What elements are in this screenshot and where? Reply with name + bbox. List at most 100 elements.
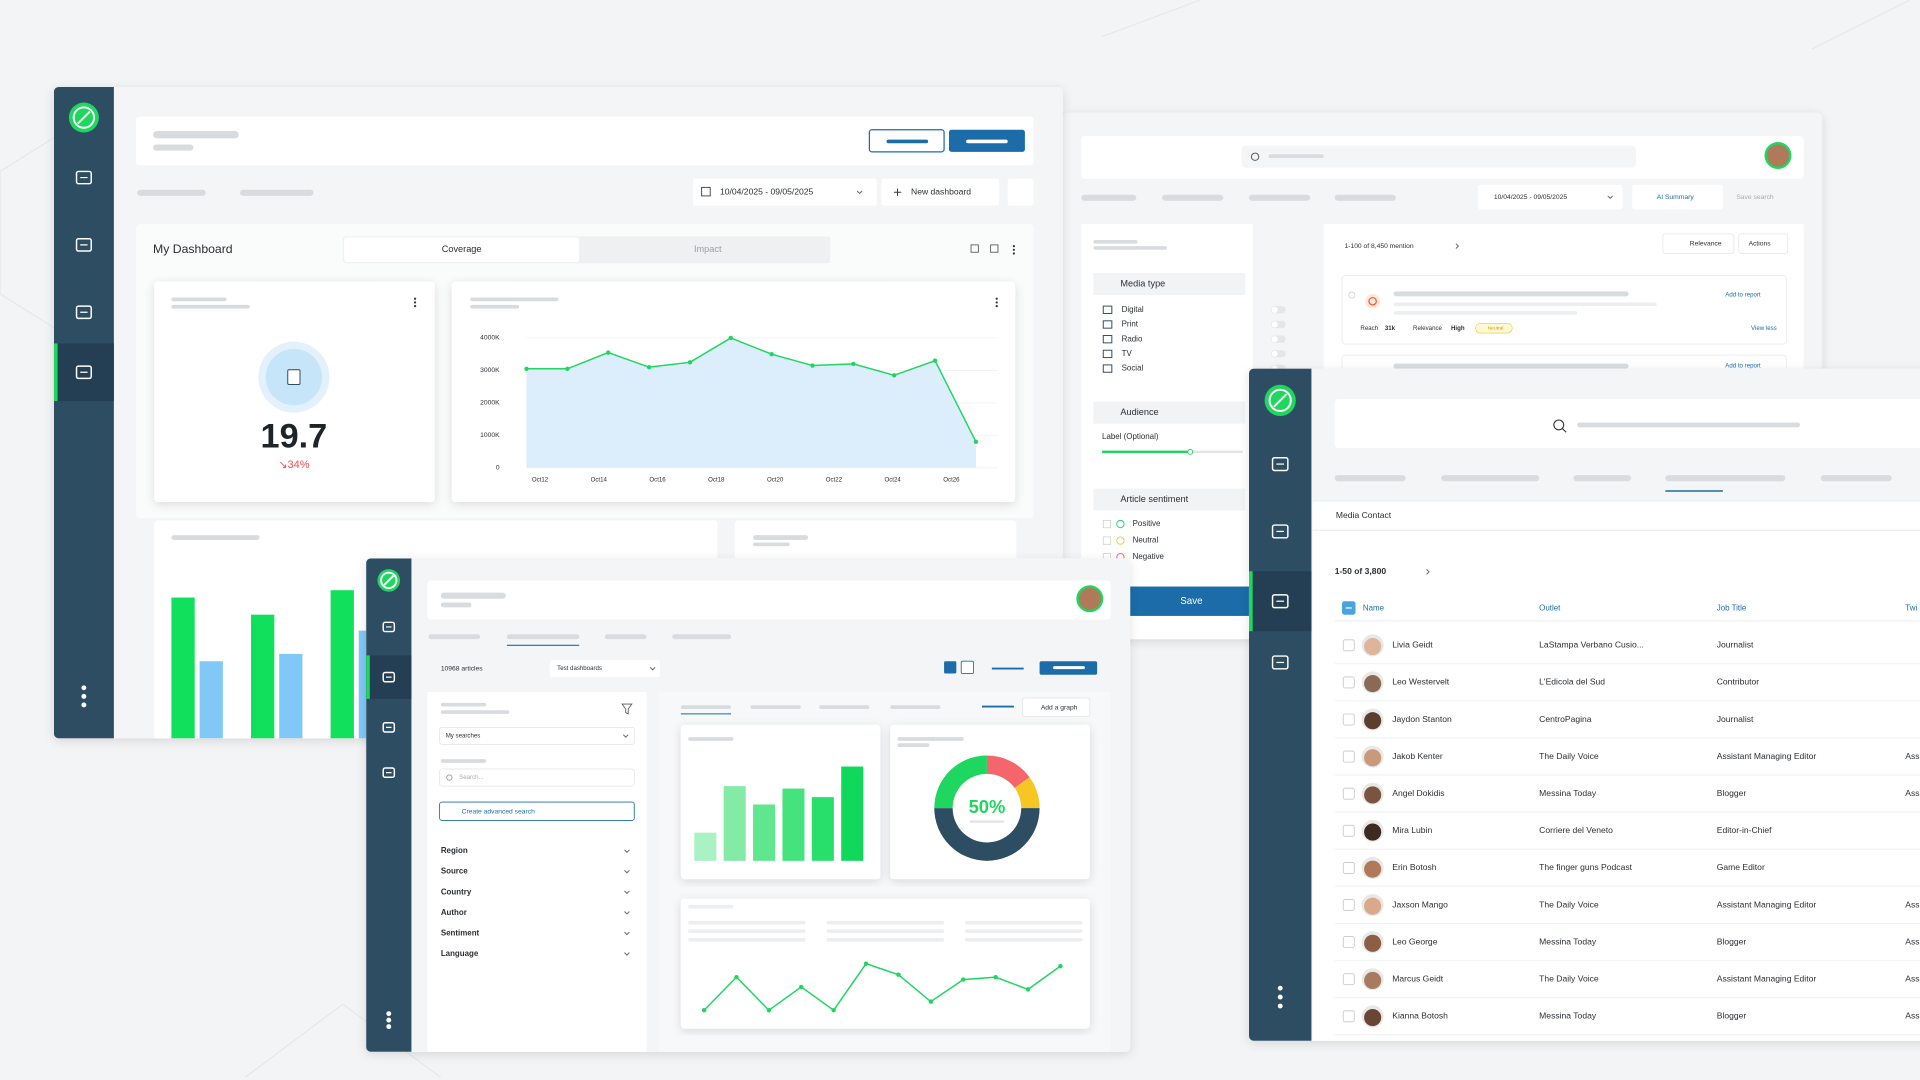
nav-icon[interactable]	[1271, 594, 1289, 609]
date-button[interactable]	[1477, 184, 1623, 210]
label[interactable]: Relevance	[1690, 240, 1722, 247]
label[interactable]: 10/04/2025 - 09/05/2025	[1494, 194, 1567, 201]
label[interactable]: Name	[1363, 604, 1385, 613]
label[interactable]: Source	[441, 867, 468, 876]
x-tick-label: Oct18	[708, 477, 725, 484]
checkbox[interactable]	[1342, 713, 1355, 726]
add-graph-button[interactable]	[1022, 697, 1091, 717]
menu-dot	[1277, 994, 1283, 1000]
label[interactable]: Coverage	[442, 244, 482, 254]
bar	[694, 832, 717, 861]
point	[687, 360, 693, 365]
label[interactable]: Add to report	[1725, 292, 1761, 299]
placeholder	[1053, 666, 1085, 670]
label[interactable]: Save	[1180, 596, 1202, 607]
nav-icon[interactable]	[75, 238, 92, 252]
nav-icon[interactable]	[75, 170, 92, 185]
label: Ass	[1905, 899, 1919, 909]
label[interactable]: Region	[441, 846, 468, 855]
nav-icon[interactable]	[1271, 655, 1289, 670]
date-button[interactable]	[693, 178, 877, 206]
checkbox[interactable]	[1342, 676, 1355, 689]
label: Relevance	[1413, 325, 1442, 332]
actions-button[interactable]	[1738, 233, 1789, 254]
placeholder	[969, 820, 1005, 823]
label[interactable]: Search...	[459, 774, 484, 781]
checkbox[interactable]	[1342, 824, 1355, 837]
placeholder	[1268, 154, 1324, 158]
menu-dot	[414, 305, 417, 308]
checkbox[interactable]	[1342, 861, 1355, 874]
avatar	[1364, 749, 1382, 767]
label: 31k	[1385, 325, 1396, 332]
label[interactable]: New dashboard	[911, 187, 971, 197]
label[interactable]: Test dashboards	[557, 665, 602, 672]
label[interactable]: View less	[1751, 325, 1777, 332]
label[interactable]: Twi	[1905, 604, 1917, 613]
label: Media type	[1120, 279, 1165, 289]
checkbox[interactable]	[1342, 787, 1355, 800]
placeholder	[1334, 475, 1406, 482]
header-card	[427, 580, 1111, 620]
checkbox[interactable]	[1342, 750, 1355, 763]
label[interactable]: Print	[1122, 320, 1139, 329]
checkbox[interactable]	[1342, 639, 1355, 652]
save-button[interactable]	[1126, 586, 1249, 616]
ai-button[interactable]	[1632, 184, 1723, 210]
label[interactable]: Job Title	[1717, 604, 1747, 613]
nav-icon[interactable]	[382, 671, 396, 683]
nav-icon[interactable]	[382, 767, 396, 779]
label[interactable]: Digital	[1122, 305, 1144, 314]
checkbox[interactable]	[1342, 899, 1355, 911]
label[interactable]: Country	[441, 887, 472, 896]
advanced-button[interactable]	[439, 801, 635, 821]
label[interactable]: Impact	[694, 244, 722, 254]
share-button[interactable]	[1007, 178, 1034, 206]
nav-icon[interactable]	[75, 305, 92, 320]
label[interactable]: Save search	[1736, 194, 1774, 201]
placeholder	[1393, 302, 1657, 307]
label[interactable]: Actions	[1749, 240, 1772, 247]
nav-icon[interactable]	[382, 721, 396, 733]
tab-active[interactable]	[344, 237, 580, 263]
checkbox[interactable]	[1102, 536, 1111, 545]
nav-icon[interactable]	[382, 621, 396, 633]
search-field[interactable]	[439, 768, 635, 787]
checkbox[interactable]	[1342, 936, 1355, 949]
nav-icon[interactable]	[1271, 524, 1289, 539]
new-dashboard-button[interactable]	[881, 178, 1000, 206]
avatar	[1364, 934, 1382, 952]
label[interactable]: 10/04/2025 - 09/05/2025	[720, 187, 814, 197]
search-field[interactable]	[1241, 145, 1636, 168]
label[interactable]: Social	[1122, 364, 1144, 373]
label[interactable]: Add a graph	[1041, 705, 1078, 712]
label[interactable]: Language	[441, 949, 479, 958]
label[interactable]: Add to report	[1725, 363, 1761, 370]
label: Audience	[1120, 407, 1158, 417]
menu-dot	[81, 693, 87, 699]
donut-slice	[1014, 777, 1040, 809]
relevance-button[interactable]	[1662, 233, 1735, 254]
checkbox[interactable]	[1102, 520, 1111, 529]
label[interactable]: My searches	[446, 733, 481, 740]
toggle-knob	[1271, 321, 1278, 328]
nav-icon[interactable]	[75, 365, 92, 380]
select[interactable]	[439, 726, 635, 745]
label: Messina Today	[1539, 1011, 1597, 1021]
placeholder	[1081, 194, 1137, 201]
placeholder	[1577, 422, 1800, 428]
select[interactable]	[549, 660, 660, 678]
placeholder	[753, 542, 790, 547]
label[interactable]: AI Summary	[1657, 194, 1695, 201]
checkbox[interactable]	[1342, 1010, 1355, 1023]
x-tick-label: Oct20	[767, 477, 784, 484]
label[interactable]: Outlet	[1539, 604, 1561, 613]
label[interactable]: Radio	[1122, 334, 1143, 343]
label[interactable]: Sentiment	[441, 928, 480, 937]
nav-icon[interactable]	[1271, 456, 1289, 472]
label[interactable]: Author	[441, 908, 467, 917]
placeholder	[440, 602, 472, 608]
checkbox[interactable]	[1342, 973, 1355, 986]
label[interactable]: TV	[1122, 349, 1133, 358]
label[interactable]: Create advanced search	[462, 809, 535, 816]
